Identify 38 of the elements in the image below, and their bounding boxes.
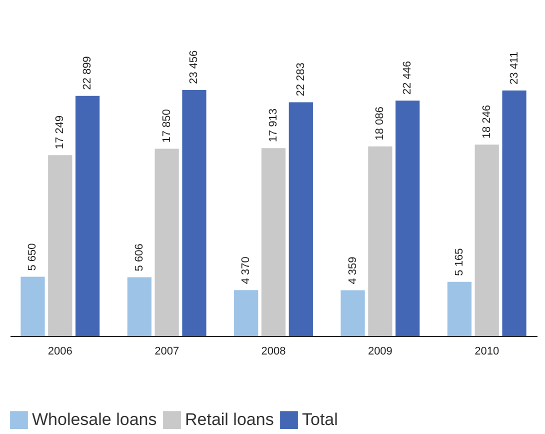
data-label: 23 456 [188, 50, 200, 84]
bar [340, 290, 365, 336]
data-label: 22 283 [294, 62, 307, 96]
data-label: 18 086 [374, 106, 386, 140]
bar [234, 290, 258, 336]
data-label: 5 650 [26, 243, 39, 271]
bar [447, 282, 472, 336]
x-tick-label: 2006 [48, 346, 72, 358]
data-label: 5 165 [453, 248, 466, 276]
legend-label: Total [302, 410, 338, 430]
bar [48, 155, 72, 336]
data-label: 17 913 [268, 108, 280, 142]
bar [396, 100, 420, 336]
bar [261, 148, 286, 336]
data-label: 17 850 [160, 109, 173, 143]
bar [127, 277, 152, 336]
data-label: 5 606 [133, 244, 146, 272]
data-label: 4 370 [240, 256, 252, 284]
bar [288, 102, 313, 336]
bar [474, 144, 499, 336]
data-label: 22 446 [402, 60, 414, 95]
x-tick-label: 2010 [474, 346, 500, 358]
data-label: 22 899 [82, 56, 94, 90]
bar [154, 148, 179, 336]
legend-label: Wholesale loans [32, 410, 157, 430]
bar [182, 90, 206, 336]
data-label: 17 249 [54, 115, 66, 150]
x-tick-label: 2009 [368, 346, 392, 358]
data-label: 18 246 [480, 104, 493, 139]
bar [75, 96, 100, 336]
data-label: 23 411 [508, 52, 520, 84]
x-tick-label: 2007 [154, 346, 180, 358]
legend-label: Retail loans [185, 410, 274, 430]
bar [20, 276, 45, 336]
data-label: 4 359 [346, 256, 359, 284]
bar [502, 90, 526, 336]
x-tick-label: 2008 [261, 346, 286, 358]
bar [368, 146, 392, 336]
